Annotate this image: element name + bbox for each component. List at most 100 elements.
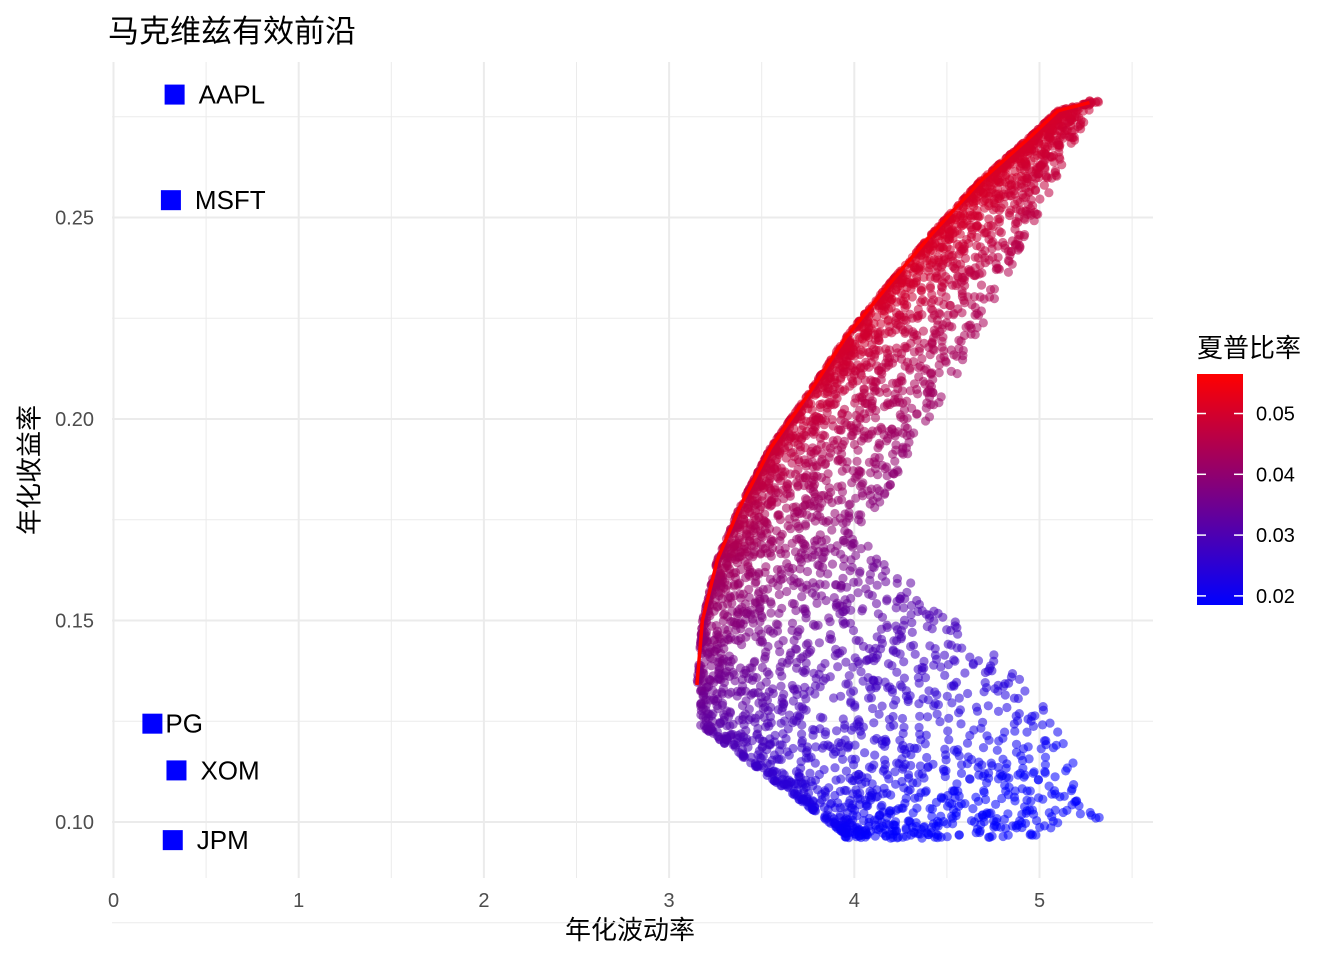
portfolio-point: [732, 610, 743, 620]
portfolio-point: [815, 399, 825, 410]
portfolio-point: [876, 319, 886, 329]
portfolio-point: [1023, 742, 1033, 752]
portfolio-point: [917, 662, 927, 673]
portfolio-point: [859, 388, 869, 398]
portfolio-point: [879, 402, 890, 412]
portfolio-point: [897, 713, 908, 724]
portfolio-point: [944, 735, 954, 745]
portfolio-point: [800, 443, 810, 453]
x-tick-label: 2: [478, 890, 489, 912]
portfolio-point: [814, 547, 824, 557]
portfolio-point: [914, 722, 924, 733]
portfolio-point: [778, 729, 788, 739]
portfolio-point: [714, 570, 724, 580]
portfolio-point: [929, 345, 939, 355]
portfolio-point: [833, 495, 843, 505]
portfolio-point: [924, 613, 935, 624]
asset-marker: [142, 713, 163, 734]
portfolio-point: [966, 816, 977, 826]
portfolio-point: [868, 562, 878, 572]
portfolio-point: [928, 759, 938, 769]
legend-tick-label: 0.03: [1256, 525, 1295, 547]
portfolio-point: [980, 246, 990, 256]
portfolio-point: [838, 573, 848, 583]
portfolio-point: [1053, 727, 1063, 737]
portfolio-point: [702, 724, 712, 734]
portfolio-point: [817, 472, 827, 483]
portfolio-point: [787, 618, 798, 628]
sharpe-legend: 0.02 0.03 0.04 0.05: [1197, 374, 1295, 608]
portfolio-point: [801, 694, 811, 704]
portfolio-point: [752, 761, 762, 772]
portfolio-point: [1004, 782, 1014, 792]
portfolio-point: [906, 578, 916, 588]
portfolio-point: [923, 712, 933, 722]
portfolio-point: [796, 557, 807, 567]
y-tick-label: 0.25: [55, 208, 94, 230]
portfolio-point: [837, 409, 847, 419]
portfolio-point: [841, 766, 852, 776]
portfolio-point: [899, 657, 909, 667]
portfolio-point: [708, 686, 718, 696]
portfolio-point: [957, 643, 967, 653]
portfolio-point: [1054, 140, 1064, 150]
portfolio-point: [839, 802, 850, 812]
portfolio-point: [1016, 751, 1026, 761]
portfolio-point: [789, 574, 799, 584]
portfolio-point: [856, 667, 866, 677]
portfolio-point: [1010, 796, 1020, 806]
x-tick-label: 4: [849, 890, 860, 912]
portfolio-point: [984, 768, 994, 778]
portfolio-point: [800, 665, 811, 675]
portfolio-point: [850, 740, 860, 750]
portfolio-point: [840, 785, 850, 795]
portfolio-point: [851, 426, 862, 436]
portfolio-point: [852, 456, 862, 466]
portfolio-point: [775, 662, 785, 672]
portfolio-point: [784, 655, 794, 665]
portfolio-point: [875, 486, 885, 496]
portfolio-point: [790, 469, 801, 479]
portfolio-point: [746, 713, 756, 723]
portfolio-point: [881, 831, 891, 842]
portfolio-point: [871, 599, 882, 609]
portfolio-point: [810, 516, 820, 526]
portfolio-point: [957, 221, 967, 231]
portfolio-point: [717, 689, 728, 699]
portfolio-point: [865, 499, 875, 509]
portfolio-point: [933, 821, 943, 831]
portfolio-point: [971, 702, 982, 712]
efficient-frontier: [695, 100, 1090, 686]
portfolio-point: [936, 262, 947, 272]
portfolio-point: [873, 443, 883, 453]
portfolio-point: [818, 430, 828, 440]
portfolio-point: [1018, 193, 1028, 203]
portfolio-point: [757, 612, 767, 623]
portfolio-point: [867, 779, 877, 789]
portfolio-point: [844, 507, 854, 518]
portfolio-point: [933, 830, 943, 840]
portfolio-point: [937, 324, 947, 334]
portfolio-point: [896, 296, 906, 306]
portfolio-point: [905, 386, 915, 396]
portfolio-point: [875, 387, 885, 397]
portfolio-point: [860, 748, 870, 758]
portfolio-point: [789, 635, 799, 646]
portfolio-point: [960, 799, 970, 809]
portfolio-point: [800, 550, 810, 560]
portfolio-point: [946, 252, 957, 262]
portfolio-point: [899, 673, 910, 683]
portfolio-point: [1000, 690, 1010, 700]
portfolio-point: [1059, 791, 1069, 801]
portfolio-point: [820, 786, 830, 796]
portfolio-point: [998, 733, 1008, 743]
portfolio-point: [741, 696, 751, 706]
portfolio-point: [842, 420, 852, 430]
portfolio-point: [1029, 216, 1039, 226]
portfolio-point: [1069, 132, 1079, 142]
portfolio-point: [923, 829, 933, 840]
portfolio-point: [1026, 796, 1036, 806]
portfolio-point: [847, 776, 858, 786]
portfolio-point: [869, 656, 879, 666]
portfolio-point: [840, 385, 850, 395]
